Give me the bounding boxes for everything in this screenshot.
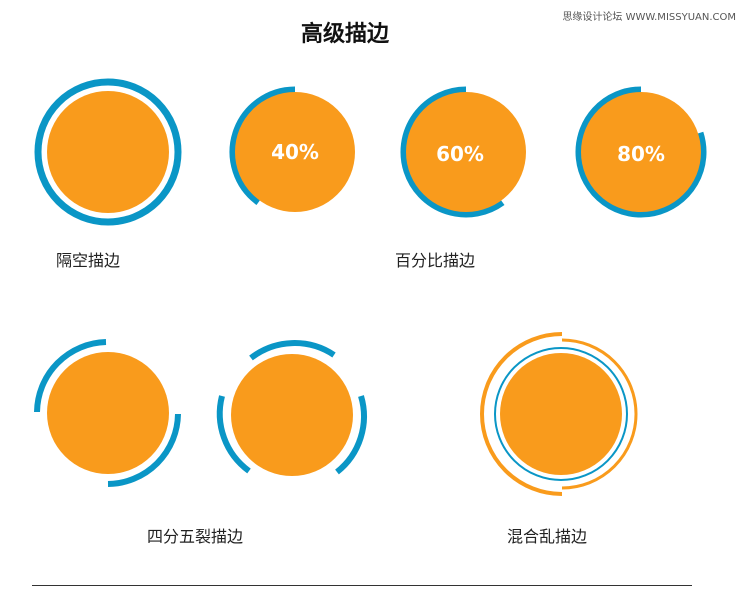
chaos-orange-arc-left [480,332,563,496]
caption-hollow: 隔空描边 [56,251,121,270]
page-title: 高级描边 [300,22,389,47]
hollow-outer-ring [34,78,182,226]
split-arc-bottom-right [107,413,181,487]
percent-circle-60: 60% [400,86,526,218]
caption-percent: 百分比描边 [395,251,476,270]
percent-fill-80 [581,92,701,212]
footer-divider [32,585,692,586]
chaos-blue-ring [494,347,628,481]
split-circle-four-arcs [216,340,367,476]
chaos-orange-arc-right [561,338,638,490]
percent-circle-80: 80% [575,86,707,218]
split-fill-1 [47,352,169,474]
caption-chaos: 混合乱描边 [507,527,588,546]
split-arc-left [216,395,251,474]
percent-label-60: 60% [436,142,484,166]
split-arc-top [249,340,336,361]
hollow-stroke-circle [34,78,182,226]
percent-arc-40 [229,86,296,205]
percent-fill-60 [406,92,526,212]
percent-fill-40 [235,92,355,212]
split-fill-2 [231,354,353,476]
percent-label-80: 80% [617,142,665,166]
watermark: 思缘设计论坛 WWW.MISSYUAN.COM [562,12,736,23]
percent-arc-80 [575,86,707,218]
chaos-stroke-circle [480,332,638,496]
split-arc-top-left [34,339,107,413]
chaos-fill [500,353,622,475]
caption-split: 四分五裂描边 [147,527,244,546]
split-circle-two-arcs [34,339,181,487]
percent-circle-40: 40% [229,86,355,212]
percent-arc-60 [400,86,505,218]
percent-label-40: 40% [271,140,319,164]
split-arc-right [335,395,367,475]
hollow-inner-circle [47,91,169,213]
